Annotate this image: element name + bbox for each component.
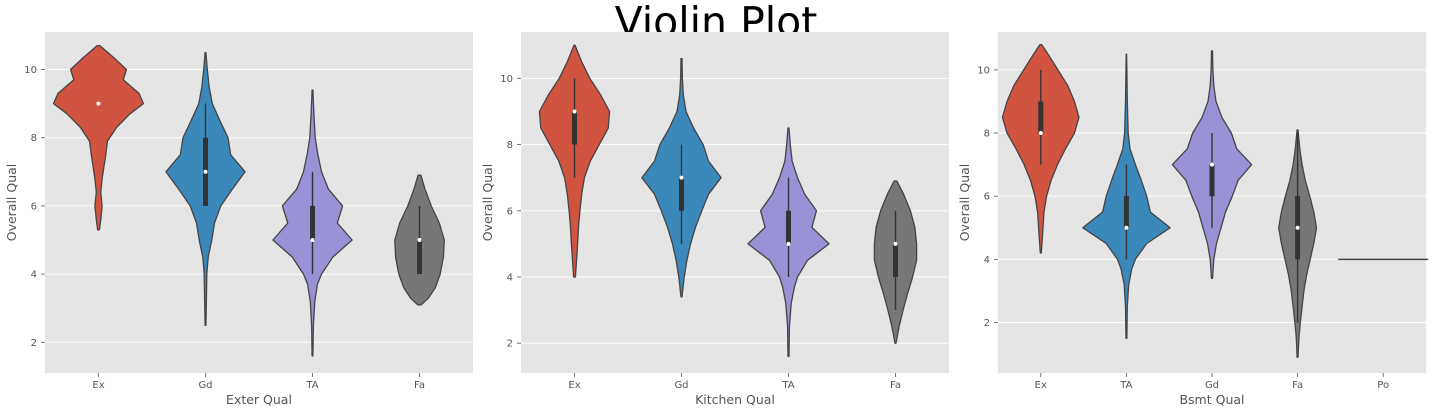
violin-iqr-box	[417, 240, 422, 275]
y-tick-label: 2	[31, 338, 37, 349]
x-tick-label: Ex	[1035, 380, 1047, 391]
violin-iqr-box	[1123, 196, 1129, 228]
y-tick-label: 4	[984, 255, 990, 266]
panel-kitchen-qual: 2 4 6 8 10 Ex Gd TA Fa Kitchen Qual Overall Qual	[480, 32, 949, 407]
violin-iqr-box	[1209, 164, 1215, 197]
violin-iqr-box	[893, 243, 898, 277]
violin-median-dot	[1295, 225, 1300, 230]
y-tick-label: 6	[984, 192, 990, 203]
violin-gd	[641, 57, 722, 298]
violin-ta	[747, 127, 830, 358]
violin-gd	[165, 51, 246, 326]
x-tick-label: TA	[1119, 380, 1132, 391]
violin-median-dot	[572, 109, 577, 114]
violin-fa	[394, 174, 445, 306]
y-tick-label: 2	[984, 318, 990, 329]
x-tick-label: Gd	[1205, 380, 1219, 391]
violin-median-dot	[786, 241, 791, 246]
y-tick-label: 8	[507, 140, 513, 151]
x-axis-label: Kitchen Qual	[695, 392, 775, 407]
x-tick-label: Gd	[674, 380, 688, 391]
x-tick-label: Gd	[198, 380, 212, 391]
x-tick-label: TA	[781, 380, 794, 391]
x-tick-label: Fa	[890, 380, 901, 391]
violin-median-dot	[893, 241, 898, 246]
x-tick-label: Po	[1377, 380, 1389, 391]
y-tick-label: 10	[24, 65, 37, 76]
panel-exter-qual: 2 4 6 8 10 Ex Gd TA Fa Exter Qual Overall Qual	[4, 32, 473, 407]
violin-iqr-box	[572, 111, 577, 145]
violin-median-dot	[1210, 162, 1214, 167]
y-tick-label: 6	[507, 206, 513, 217]
violin-iqr-box	[786, 210, 791, 244]
y-tick-label: 8	[984, 129, 990, 140]
violin-median-dot	[96, 101, 101, 106]
panel-bsmt-qual: 2 4 6 8 10 Ex TA Gd Fa Po Bsmt Qual Overall Qual	[957, 32, 1429, 407]
violin-ex	[538, 44, 611, 278]
y-tick-label: 4	[31, 270, 37, 281]
x-axis-label: Bsmt Qual	[1179, 392, 1244, 407]
violin-median-dot	[417, 238, 422, 243]
violin-median-dot	[310, 238, 315, 243]
y-tick-label: 10	[977, 65, 990, 76]
y-tick-label: 4	[507, 272, 513, 283]
y-axis-label: Overall Qual	[480, 164, 495, 242]
y-axis-label: Overall Qual	[4, 164, 19, 242]
violin-median-dot	[1124, 225, 1129, 230]
violin-fa	[1278, 129, 1318, 358]
violin-median-dot	[1038, 131, 1043, 136]
violin-iqr-box	[679, 177, 684, 211]
violin-median-dot	[679, 175, 684, 180]
x-tick-label: Fa	[1292, 380, 1303, 391]
y-tick-label: 2	[507, 339, 513, 350]
y-tick-label: 10	[500, 74, 513, 85]
x-tick-label: TA	[305, 380, 318, 391]
x-axis-label: Exter Qual	[226, 392, 292, 407]
violin-ex	[52, 44, 145, 231]
violin-fa	[873, 180, 918, 344]
violin-body	[52, 44, 145, 231]
x-tick-label: Ex	[568, 380, 580, 391]
y-tick-label: 8	[31, 133, 37, 144]
violin-iqr-box	[1038, 101, 1044, 134]
x-tick-label: Fa	[414, 380, 425, 391]
x-tick-label: Ex	[92, 380, 104, 391]
violin-gd	[1171, 50, 1253, 279]
y-tick-label: 6	[31, 201, 37, 212]
violin-ta	[1082, 53, 1171, 339]
violin-ex	[1001, 43, 1080, 254]
violin-median-dot	[203, 169, 208, 174]
violin-iqr-box	[310, 205, 315, 241]
y-axis-label: Overall Qual	[957, 164, 972, 242]
violin-ta	[272, 89, 353, 357]
